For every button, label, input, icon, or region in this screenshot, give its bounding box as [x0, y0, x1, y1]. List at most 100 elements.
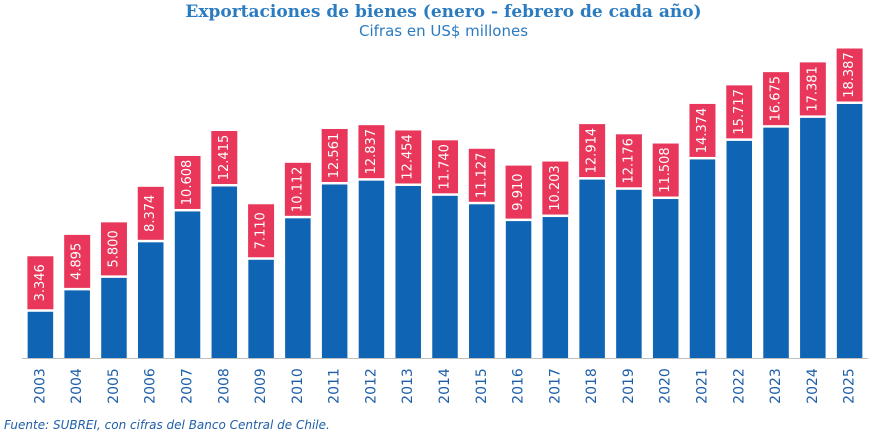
x-tick-2015: 2015 [474, 368, 490, 404]
data-label-box [467, 147, 496, 203]
bar-2010 [285, 218, 311, 358]
data-label-2020: 11.508 [651, 142, 680, 198]
bar-2019 [616, 189, 642, 358]
bar-2013 [395, 185, 421, 358]
bar-2022 [726, 140, 753, 358]
bar-2014 [432, 195, 458, 358]
data-label-2009: 7.110 [247, 203, 276, 259]
data-label-2022: 15.717 [725, 84, 754, 140]
data-label-text: 17.381 [805, 66, 820, 112]
bar-2003 [27, 311, 54, 358]
data-label-box [578, 123, 607, 179]
bar-2021 [689, 159, 716, 358]
data-label-box [504, 164, 533, 220]
data-label-text: 12.176 [621, 138, 636, 184]
x-tick-2012: 2012 [363, 368, 379, 404]
data-label-box [63, 233, 92, 289]
x-tick-2004: 2004 [69, 368, 85, 404]
data-label-2005: 5.800 [99, 221, 128, 277]
data-label-2007: 10.608 [173, 154, 202, 210]
data-label-text: 11.127 [474, 153, 489, 199]
data-label-text: 4.895 [70, 243, 85, 280]
bar-2008 [211, 186, 238, 358]
data-label-text: 14.374 [695, 108, 710, 154]
bar-2007 [174, 211, 201, 358]
data-label-box [26, 255, 55, 311]
data-label-text: 11.740 [438, 144, 453, 190]
x-tick-2019: 2019 [621, 368, 637, 404]
x-tick-2021: 2021 [694, 368, 710, 404]
chart-subtitle: Cifras en US$ millones [358, 22, 529, 40]
data-label-2015: 11.127 [467, 147, 496, 203]
data-label-box [394, 129, 423, 185]
x-tick-2025: 2025 [842, 368, 858, 404]
chart-title: Exportaciones de bienes (enero - febrero… [185, 2, 702, 22]
data-label-box [762, 71, 791, 127]
x-tick-2010: 2010 [290, 368, 306, 404]
bar-2009 [248, 259, 274, 358]
x-tick-2016: 2016 [511, 368, 527, 404]
data-label-text: 10.608 [180, 160, 195, 206]
data-label-2018: 12.914 [578, 123, 607, 179]
bar-2012 [358, 180, 385, 358]
data-label-2010: 10.112 [283, 161, 312, 217]
bar-2011 [321, 184, 348, 358]
bar-2005 [101, 277, 127, 358]
data-label-2004: 4.895 [63, 233, 92, 289]
data-label-box [431, 139, 459, 195]
x-tick-2008: 2008 [216, 368, 232, 404]
x-tick-2003: 2003 [32, 368, 48, 404]
data-label-2021: 14.374 [688, 102, 717, 158]
data-label-box [173, 154, 202, 210]
bar-2024 [800, 117, 826, 358]
data-label-2025: 18.387 [835, 47, 864, 103]
bar-2015 [469, 204, 495, 358]
data-label-text: 12.914 [585, 128, 600, 174]
data-label-box [283, 161, 312, 217]
data-label-box [651, 142, 680, 198]
data-label-box [614, 133, 643, 189]
data-label-2016: 9.910 [504, 164, 533, 220]
data-label-2017: 10.203 [541, 160, 570, 216]
x-tick-2009: 2009 [253, 368, 269, 404]
data-label-text: 16.675 [769, 76, 784, 122]
data-label-2011: 12.561 [320, 127, 349, 183]
bar-2023 [763, 127, 789, 358]
data-label-box [357, 124, 386, 180]
bar-2016 [505, 221, 532, 358]
data-label-2024: 17.381 [798, 61, 827, 117]
data-label-2003: 3.346 [26, 255, 55, 311]
data-label-2019: 12.176 [614, 133, 643, 189]
x-tick-2014: 2014 [437, 368, 453, 404]
x-tick-2006: 2006 [143, 368, 159, 404]
data-label-box [99, 221, 128, 277]
data-label-2014: 11.740 [431, 139, 459, 195]
data-label-box [798, 61, 827, 117]
x-tick-2017: 2017 [547, 368, 563, 404]
data-label-text: 8.374 [143, 195, 158, 232]
data-label-box [688, 102, 717, 158]
data-label-text: 7.110 [254, 212, 269, 249]
data-label-text: 10.112 [290, 167, 305, 213]
data-label-box [320, 127, 349, 183]
data-label-text: 18.387 [842, 52, 857, 98]
x-tick-2011: 2011 [327, 368, 343, 404]
data-label-box [725, 84, 754, 140]
data-label-text: 9.910 [511, 173, 526, 210]
data-label-2013: 12.454 [394, 129, 423, 185]
bar-2004 [64, 290, 90, 358]
bar-2006 [137, 242, 164, 358]
x-tick-2013: 2013 [400, 368, 416, 404]
source-note: Fuente: SUBREI, con cifras del Banco Cen… [4, 418, 330, 432]
data-label-box [136, 185, 165, 241]
bar-2017 [542, 217, 569, 358]
data-label-text: 10.203 [548, 165, 563, 211]
x-tick-2018: 2018 [584, 368, 600, 404]
data-label-2023: 16.675 [762, 71, 791, 127]
data-label-box [210, 129, 239, 185]
x-tick-2022: 2022 [731, 368, 747, 404]
data-label-text: 11.508 [658, 147, 673, 193]
data-label-box [541, 160, 570, 216]
data-label-2008: 12.415 [210, 129, 239, 185]
